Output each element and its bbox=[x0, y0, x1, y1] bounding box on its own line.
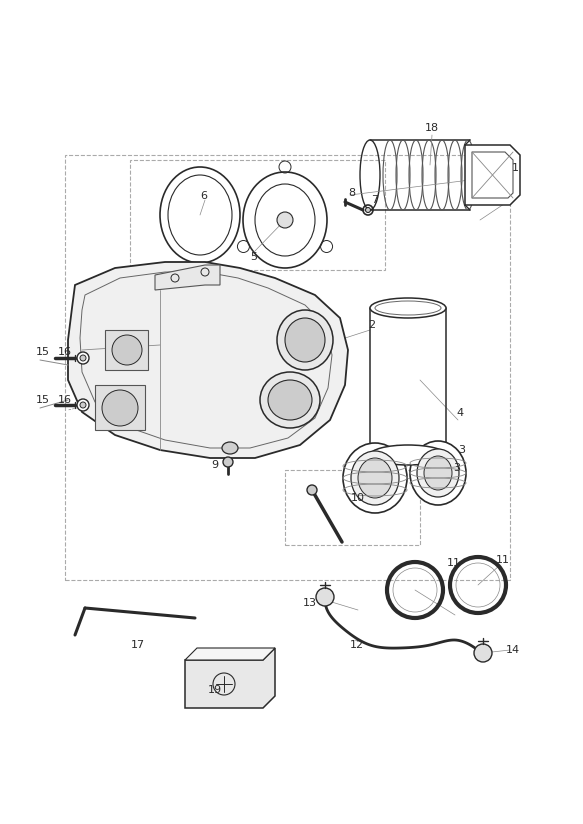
Circle shape bbox=[77, 352, 89, 364]
Text: 2: 2 bbox=[368, 320, 375, 330]
Polygon shape bbox=[105, 330, 148, 370]
Circle shape bbox=[474, 644, 492, 662]
Ellipse shape bbox=[417, 449, 459, 497]
Polygon shape bbox=[68, 262, 348, 458]
Text: 1: 1 bbox=[511, 163, 518, 173]
Ellipse shape bbox=[424, 456, 452, 490]
Ellipse shape bbox=[351, 451, 399, 505]
Text: 14: 14 bbox=[506, 645, 520, 655]
Bar bbox=[285, 470, 420, 545]
Text: 15: 15 bbox=[36, 347, 50, 357]
Ellipse shape bbox=[370, 298, 446, 318]
Ellipse shape bbox=[285, 318, 325, 362]
Circle shape bbox=[80, 402, 86, 408]
Ellipse shape bbox=[268, 380, 312, 420]
Ellipse shape bbox=[222, 442, 238, 454]
Text: 13: 13 bbox=[303, 598, 317, 608]
Text: 11: 11 bbox=[447, 558, 461, 568]
Polygon shape bbox=[185, 648, 275, 660]
Text: 17: 17 bbox=[131, 640, 145, 650]
Ellipse shape bbox=[370, 445, 446, 465]
Circle shape bbox=[77, 399, 89, 411]
Circle shape bbox=[366, 208, 371, 213]
Ellipse shape bbox=[277, 310, 333, 370]
Text: 3: 3 bbox=[458, 445, 465, 455]
Circle shape bbox=[316, 588, 334, 606]
Text: 11: 11 bbox=[496, 555, 510, 565]
Circle shape bbox=[112, 335, 142, 365]
Ellipse shape bbox=[307, 485, 317, 495]
Ellipse shape bbox=[260, 372, 320, 428]
Text: 9: 9 bbox=[212, 460, 219, 470]
Text: 15: 15 bbox=[36, 395, 50, 405]
Circle shape bbox=[102, 390, 138, 426]
Text: 7: 7 bbox=[371, 195, 378, 205]
Text: 18: 18 bbox=[425, 123, 439, 133]
Ellipse shape bbox=[277, 212, 293, 228]
Ellipse shape bbox=[343, 443, 407, 513]
Text: 8: 8 bbox=[349, 188, 356, 198]
Ellipse shape bbox=[358, 458, 392, 498]
Text: 16: 16 bbox=[58, 395, 72, 405]
Polygon shape bbox=[155, 265, 220, 290]
Text: 5: 5 bbox=[251, 252, 258, 262]
Text: 19: 19 bbox=[208, 685, 222, 695]
Ellipse shape bbox=[410, 441, 466, 505]
Polygon shape bbox=[95, 385, 145, 430]
Polygon shape bbox=[185, 648, 275, 708]
Text: 4: 4 bbox=[456, 408, 463, 418]
Text: 6: 6 bbox=[201, 191, 208, 201]
Text: 16: 16 bbox=[58, 347, 72, 357]
Polygon shape bbox=[465, 145, 520, 205]
Bar bbox=[65, 155, 510, 580]
Bar bbox=[130, 160, 385, 270]
Text: 10: 10 bbox=[351, 493, 365, 503]
Circle shape bbox=[80, 355, 86, 361]
Text: 3: 3 bbox=[454, 463, 461, 473]
Circle shape bbox=[223, 457, 233, 467]
Text: 12: 12 bbox=[350, 640, 364, 650]
